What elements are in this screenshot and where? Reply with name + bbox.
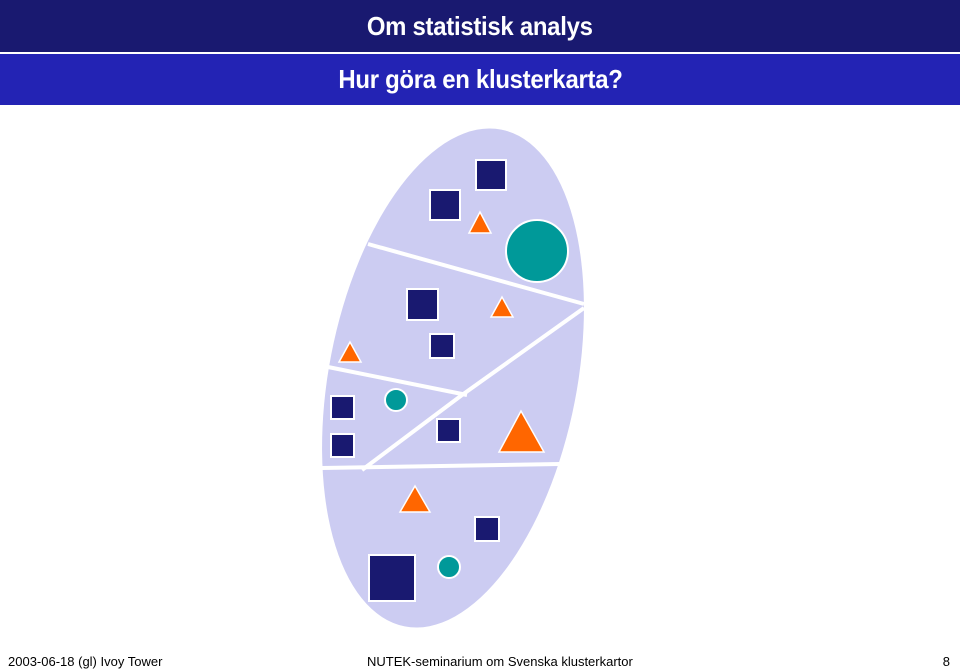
page-number: 8: [942, 654, 950, 669]
circle-marker: [384, 388, 408, 412]
square-marker: [474, 516, 500, 542]
circle-marker: [505, 219, 569, 283]
square-marker: [406, 288, 439, 321]
circle-marker: [437, 555, 461, 579]
square-marker: [368, 554, 416, 602]
square-markers: [330, 159, 507, 602]
footer-date-author: 2003-06-18 (gl) Ivoy Tower: [8, 654, 163, 669]
cluster-dividers: [321, 242, 586, 472]
page-subtitle: Hur göra en klusterkarta?: [337, 64, 623, 94]
divider-line: [360, 393, 464, 472]
square-marker: [429, 189, 461, 221]
divider-line: [327, 365, 468, 397]
footer-seminar-title: NUTEK-seminarium om Svenska klusterkarto…: [367, 654, 633, 669]
square-marker: [429, 333, 455, 359]
triangle-marker: [497, 409, 546, 453]
triangle-marker: [398, 484, 432, 513]
circle-markers: [384, 219, 569, 579]
subtitle-bar: Hur göra en klusterkarta?: [0, 54, 960, 105]
divider-line: [321, 462, 561, 470]
triangle-marker: [337, 340, 363, 363]
divider-line: [367, 242, 585, 306]
square-marker: [330, 395, 355, 420]
divider-line: [460, 306, 586, 397]
square-marker: [330, 433, 355, 458]
triangle-marker: [467, 210, 493, 234]
page-title: Om statistisk analys: [367, 10, 593, 41]
square-marker: [436, 418, 461, 443]
square-marker: [475, 159, 507, 191]
triangle-marker: [489, 295, 515, 318]
title-bar: Om statistisk analys: [0, 0, 960, 52]
triangle-markers: [337, 210, 546, 513]
